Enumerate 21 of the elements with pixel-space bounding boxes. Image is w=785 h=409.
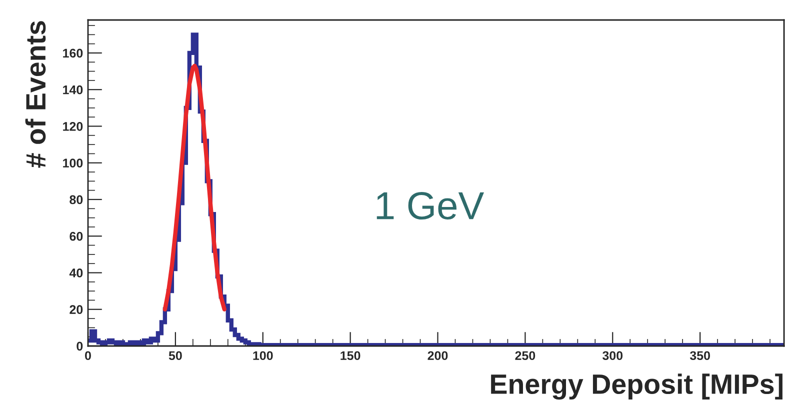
y-tick-label: 100 [63,158,83,168]
y-tick-label: 120 [63,122,83,131]
x-tick-label: 100 [253,351,273,360]
x-tick-label: 0 [85,351,91,360]
y-tick-label: 160 [63,48,83,58]
annotation: 1 GeV [376,192,484,220]
y-tick-label: 0 [76,342,83,351]
x-tick-label: 150 [340,351,360,360]
x-tick-label: 50 [168,351,182,360]
x-tick-label: 350 [690,351,710,360]
x-tick-label: 200 [428,351,448,360]
y-tick-label: 40 [69,268,83,278]
y-tick-label: 80 [70,195,83,204]
x-tick-label: 250 [515,351,536,360]
x-axis-title: Energy Deposit [MIPs] [491,374,782,400]
x-tick-label: 300 [602,351,623,360]
line-series [162,64,226,312]
y-tick-label: 140 [63,85,83,94]
y-tick-label: 60 [70,232,83,241]
y-tick-label: 20 [70,305,83,314]
y-axis-title: # of Events [25,21,46,168]
